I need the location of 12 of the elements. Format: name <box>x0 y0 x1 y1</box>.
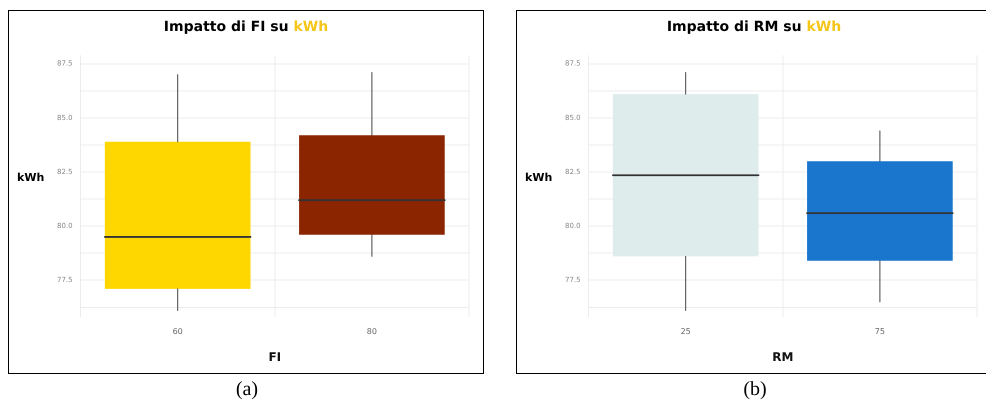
y-axis-title: kWh <box>17 171 44 184</box>
x-axis-title: RM <box>772 350 794 364</box>
x-tick-label: 80 <box>366 326 377 336</box>
text: (b) <box>742 378 768 401</box>
chart-title: Impatto di RM su kWh <box>666 19 842 35</box>
x-tick-label: 25 <box>680 326 691 336</box>
text: (a) <box>234 378 260 401</box>
chart-title: Impatto di FI su kWh <box>162 19 330 35</box>
x-axis-title: FI <box>268 350 282 364</box>
x-tick-label: 60 <box>172 326 183 336</box>
x-tick-label: 75 <box>874 326 885 336</box>
y-axis-title: kWh <box>525 171 552 184</box>
